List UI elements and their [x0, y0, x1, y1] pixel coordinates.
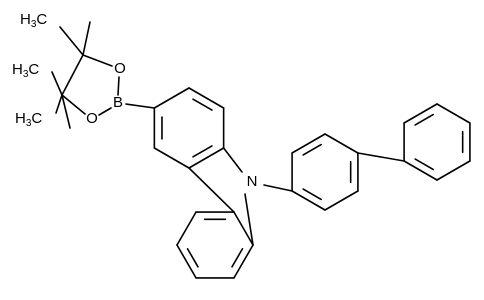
bond: [55, 94, 63, 114]
subscript: 3: [31, 19, 37, 30]
bond: [176, 211, 197, 246]
bonds: [51, 21, 471, 279]
bond: [51, 71, 63, 96]
bond: [61, 94, 86, 115]
bond: [244, 193, 254, 246]
atom-symbol: B: [113, 94, 123, 111]
methyl-label: H3C: [12, 61, 39, 80]
atom-symbol: H: [12, 61, 23, 78]
methyl-label: H3C: [20, 11, 47, 30]
bond: [59, 26, 84, 56]
bond: [153, 147, 190, 169]
bond: [403, 160, 438, 181]
bond: [188, 147, 225, 169]
bond: [324, 190, 359, 211]
bond: [153, 87, 190, 109]
bond: [233, 244, 254, 279]
atom-symbol: C: [31, 110, 42, 127]
bond: [222, 147, 243, 173]
bond: [192, 145, 213, 158]
bond: [414, 158, 434, 171]
bond: [186, 248, 199, 268]
bond: [125, 103, 156, 109]
bond: [188, 167, 235, 213]
bond: [231, 248, 244, 268]
bond: [176, 244, 197, 279]
bond: [117, 76, 120, 96]
bond: [82, 54, 113, 67]
bond: [98, 107, 112, 116]
atom-symbol: C: [28, 61, 39, 78]
bond: [233, 211, 254, 246]
atom-symbol: H: [15, 110, 26, 127]
bond: [291, 133, 326, 154]
bond: [403, 103, 438, 124]
bond: [188, 87, 225, 109]
bond: [291, 190, 326, 211]
bond: [61, 54, 84, 96]
nitrogen-label: N: [247, 173, 258, 190]
atom-symbol: C: [36, 11, 47, 28]
subscript: 3: [23, 69, 29, 80]
atom-symbol: O: [86, 110, 98, 127]
bond: [436, 103, 471, 124]
bond: [302, 188, 322, 201]
bond: [324, 133, 359, 154]
boron-label: B: [113, 94, 123, 111]
subscript: 3: [26, 118, 32, 129]
atom-symbol: N: [247, 173, 258, 190]
bond: [61, 94, 71, 129]
atom-symbol: H: [20, 11, 31, 28]
oxygen-label: O: [86, 110, 98, 127]
bond: [263, 184, 293, 192]
oxygen-label: O: [114, 60, 126, 77]
bond: [414, 113, 434, 126]
bond: [302, 143, 322, 156]
bond: [82, 21, 91, 56]
atom-symbol: O: [114, 60, 126, 77]
bond: [192, 98, 213, 111]
methyl-label: H3C: [15, 110, 42, 129]
bond: [436, 160, 471, 181]
bond: [357, 152, 405, 162]
